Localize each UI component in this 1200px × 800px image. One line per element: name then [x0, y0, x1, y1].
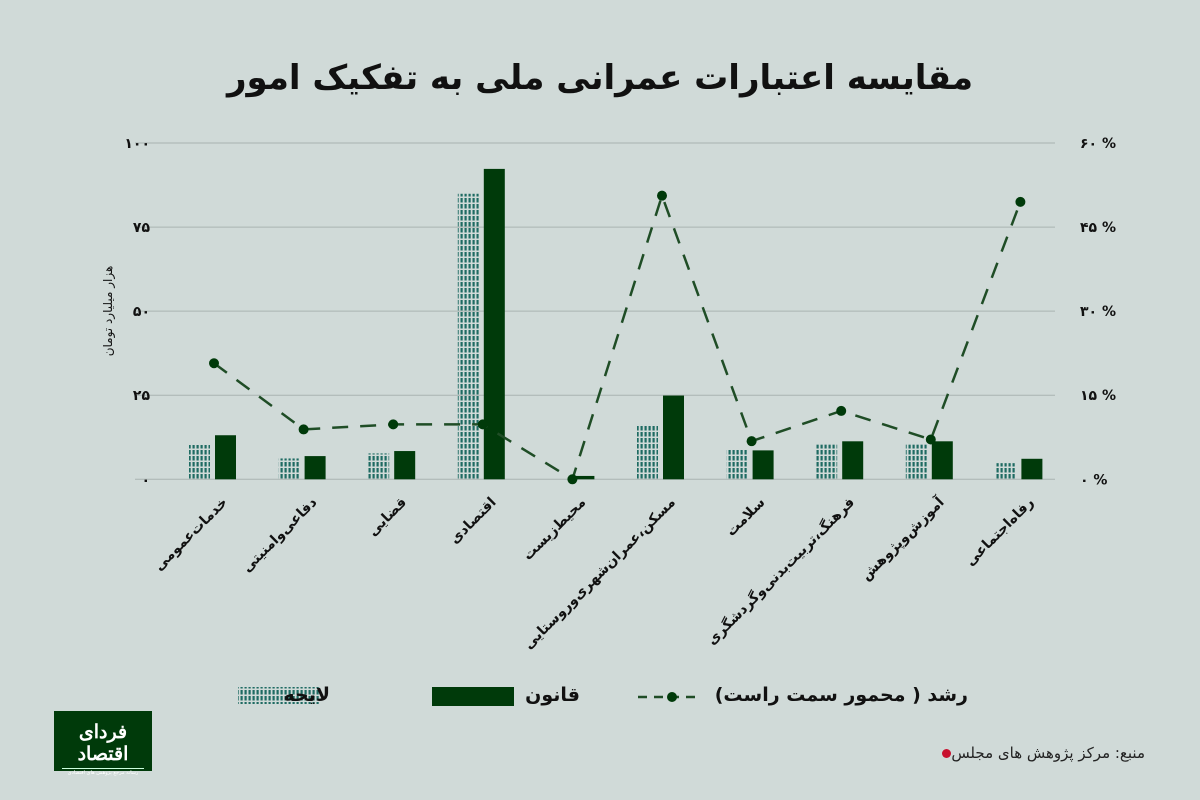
source-note: منبع: مرکز پژوهش های مجلس	[928, 744, 1145, 762]
growth-point	[209, 358, 219, 369]
growth-point	[746, 436, 757, 447]
bar-layeh	[457, 193, 479, 480]
growth-point	[1015, 196, 1026, 207]
bar-qanun	[215, 435, 236, 480]
chart-title: مقایسه اعتبارات عمرانی ملی به تفکیک امور	[226, 58, 974, 98]
bar-layeh	[368, 453, 390, 480]
bar-layeh	[816, 444, 838, 480]
growth-point	[477, 419, 488, 430]
bar-layeh	[637, 424, 658, 480]
x-tick-label: فرهنگ،تربیت‌بدنی‌وگردشگری	[703, 494, 858, 649]
x-tick-label: قضایی	[365, 495, 410, 540]
x-tick-label: محیط‌زیست	[520, 495, 589, 564]
bar-qanun	[752, 450, 774, 480]
x-tick-label: دفاعی‌وامنیتی	[239, 495, 320, 576]
bar-qanun	[573, 475, 595, 480]
logo: فردای اقتصاد رسانه مرجع پژوهش های اقتصاد…	[54, 711, 152, 776]
bar-layeh	[189, 444, 210, 480]
x-tick-label: سلامت	[723, 495, 768, 540]
x-tick-label: اقتصادی	[447, 495, 500, 548]
bar-layeh	[905, 444, 927, 480]
x-tick-label: مسکن،عمران‌شهری‌وروستایی	[521, 495, 679, 653]
x-tick-label: خدمات‌عمومی	[151, 495, 231, 575]
growth-point	[388, 419, 399, 430]
x-tick-label: آموزش‌وپژوهش	[857, 492, 949, 584]
source-text: منبع: مرکز پژوهش های مجلس	[951, 744, 1145, 762]
growth-point	[567, 474, 578, 485]
bar-layeh	[278, 458, 300, 480]
bar-qanun	[1021, 458, 1043, 480]
y-axis-label: هزار میلیارد تومان	[101, 266, 116, 357]
legend-swatch-growth-marker	[667, 692, 677, 702]
legend-label-growth: رشد ( محمور سمت راست)	[715, 684, 968, 706]
y2-tick-label: ۳۰ %	[1080, 304, 1116, 320]
bar-qanun	[394, 451, 416, 480]
growth-point	[836, 405, 847, 416]
legend-swatch-qanun	[432, 687, 514, 706]
y2-tick-label: ۶۰ %	[1080, 136, 1116, 152]
legend-label-qanun: قانون	[525, 684, 580, 706]
y2-tick-label: ۴۵ %	[1080, 220, 1116, 236]
y-tick-label: ۵۰	[133, 304, 150, 320]
legend-swatch-layeh	[238, 687, 320, 704]
logo-name: فردای اقتصاد	[77, 721, 129, 765]
legend: لایحه قانون رشد ( محمور سمت راست)	[238, 684, 968, 706]
growth-point	[925, 434, 936, 445]
y-tick-label: ۲۵	[133, 388, 151, 404]
y-tick-label: ۷۵	[133, 220, 151, 236]
bar-layeh	[726, 449, 748, 480]
growth-point	[657, 190, 667, 201]
growth-line	[213, 191, 1022, 482]
legend-label-layeh: لایحه	[284, 684, 331, 706]
bullet-icon	[942, 749, 952, 758]
bar-qanun	[483, 168, 505, 480]
bar-qanun	[663, 395, 684, 480]
bar-qanun	[842, 441, 864, 480]
y-tick-label: ۱۰۰	[124, 136, 150, 152]
y2-tick-label: ۱۵ %	[1080, 388, 1116, 404]
y-tick-label: ۰	[141, 472, 150, 488]
logo-tagline: رسانه مرجع پژوهش های اقتصادی	[62, 768, 144, 776]
growth-point	[298, 424, 309, 435]
bar-layeh	[995, 463, 1017, 480]
x-tick-label: رفاه‌اجتماعی	[962, 495, 1037, 570]
bar-qanun	[304, 456, 326, 480]
y2-tick-label: ۰ %	[1080, 472, 1107, 488]
bar-qanun	[931, 441, 953, 480]
